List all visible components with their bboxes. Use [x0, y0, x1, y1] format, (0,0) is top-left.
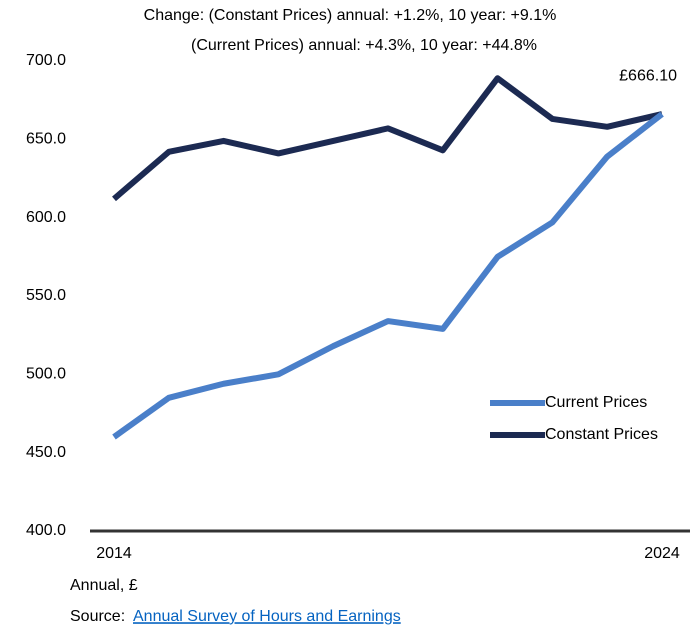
x-tick-label: 2024	[644, 545, 680, 562]
y-tick-label: 450.0	[26, 444, 66, 461]
y-tick-label: 500.0	[26, 366, 66, 383]
y-tick-label: 550.0	[26, 287, 66, 304]
source-prefix: Source:	[70, 608, 125, 625]
chart-title: Change: (Constant Prices) annual: +1.2%,…	[144, 7, 557, 24]
source-link[interactable]: Annual Survey of Hours and Earnings	[133, 608, 401, 625]
legend-label: Current Prices	[545, 394, 647, 411]
y-tick-label: 400.0	[26, 522, 66, 539]
unit-note: Annual, £	[70, 577, 138, 594]
y-tick-label: 650.0	[26, 131, 66, 148]
chart-subtitle: (Current Prices) annual: +4.3%, 10 year:…	[191, 37, 537, 54]
annotation: £666.10	[619, 67, 677, 84]
series-line	[112, 111, 664, 440]
legend-label: Constant Prices	[545, 426, 658, 443]
y-tick-label: 700.0	[26, 52, 66, 69]
series-line	[112, 75, 663, 202]
y-tick-label: 600.0	[26, 209, 66, 226]
x-tick-label: 2014	[96, 545, 132, 562]
